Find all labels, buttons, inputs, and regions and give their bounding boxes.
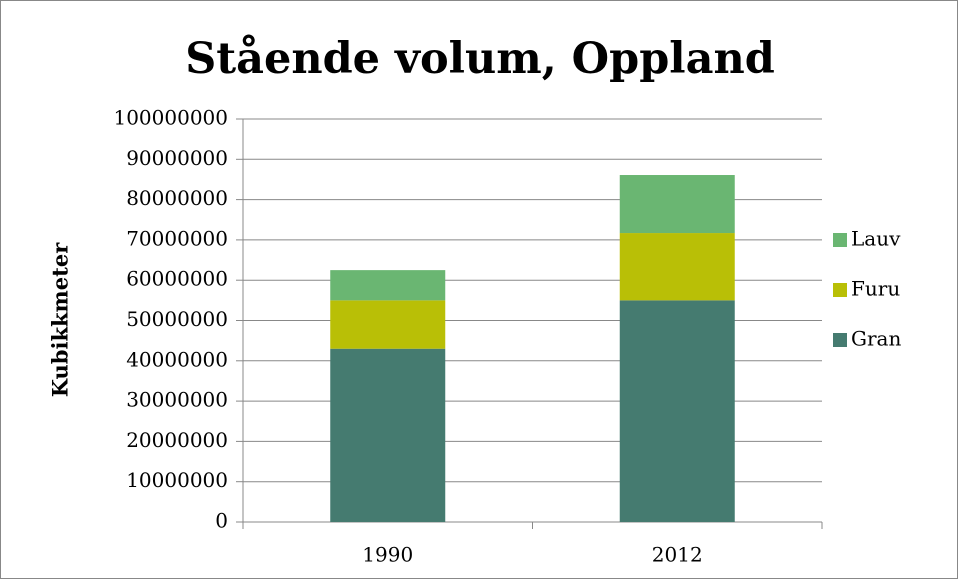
bar-segment: [619, 300, 735, 522]
y-tick-label: 80000000: [126, 186, 228, 210]
y-tick-label: 100000000: [113, 106, 228, 130]
legend-swatch: [833, 333, 847, 347]
bar-segment: [330, 348, 446, 522]
y-tick-label: 30000000: [126, 388, 228, 412]
legend-label: Gran: [851, 327, 901, 351]
y-tick-label: 70000000: [126, 226, 228, 250]
y-tick-label: 0: [215, 509, 228, 533]
y-tick-label: 40000000: [126, 347, 228, 371]
bar-segment: [330, 270, 446, 301]
bar-segment: [330, 300, 446, 349]
y-axis-label: Kubikkmeter: [48, 242, 73, 397]
chart-title: Stående volum, Oppland: [185, 34, 775, 84]
bar-segment: [619, 175, 735, 234]
legend-swatch: [833, 233, 847, 247]
y-tick-label: 10000000: [126, 468, 228, 492]
y-tick-label: 20000000: [126, 428, 228, 452]
y-tick-label: 50000000: [126, 307, 228, 331]
y-tick-label: 60000000: [126, 267, 228, 291]
y-tick-label: 90000000: [126, 146, 228, 170]
legend-label: Lauv: [851, 227, 901, 251]
legend-label: Furu: [851, 277, 900, 301]
x-tick-label: 1990: [362, 543, 413, 567]
bar-segment: [619, 233, 735, 301]
legend-swatch: [833, 283, 847, 297]
x-tick-label: 2012: [652, 543, 703, 567]
